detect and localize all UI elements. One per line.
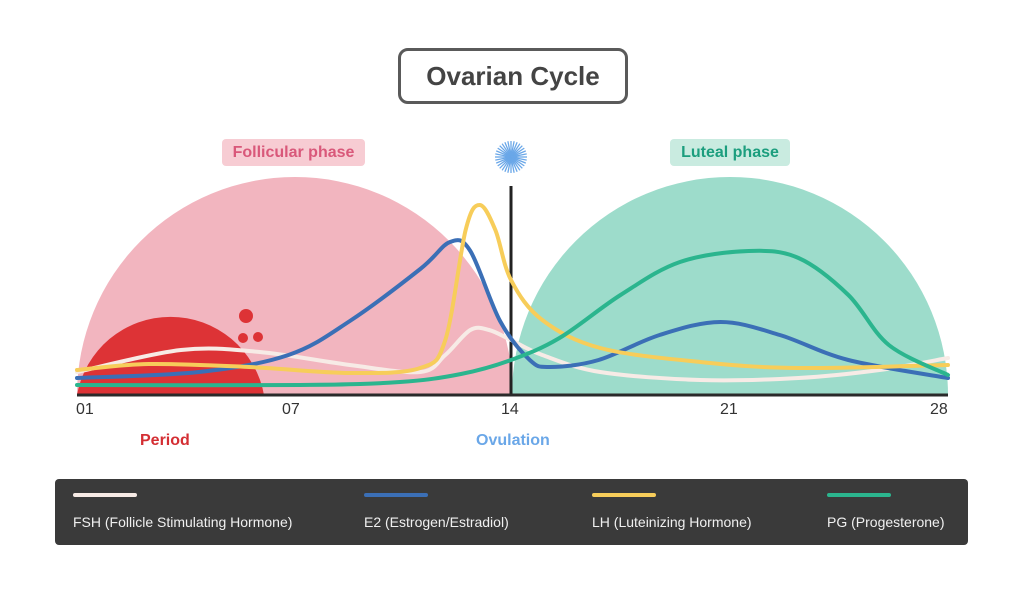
legend: FSH (Follicle Stimulating Hormone) E2 (E… — [55, 479, 968, 545]
period-label: Period — [140, 432, 190, 449]
legend-swatch — [592, 493, 656, 497]
legend-swatch — [364, 493, 428, 497]
series-line-e2 — [75, 238, 950, 380]
x-tick-label: 14 — [501, 401, 519, 418]
chart-title: Ovarian Cycle — [398, 48, 628, 104]
legend-label: FSH (Follicle Stimulating Hormone) — [73, 514, 293, 530]
x-tick-label: 28 — [930, 401, 948, 418]
follicular-phase-label: Follicular phase — [222, 139, 365, 166]
legend-swatch — [73, 493, 137, 497]
x-tick-label: 07 — [282, 401, 300, 418]
legend-label: PG (Progesterone) — [827, 514, 945, 530]
legend-label: LH (Luteinizing Hormone) — [592, 514, 752, 530]
series-line-fsh — [75, 325, 950, 383]
sun-burst-icon — [495, 141, 527, 173]
x-tick-label: 01 — [76, 401, 94, 418]
luteal-phase-dome — [512, 177, 948, 395]
ovulation-label: Ovulation — [476, 432, 550, 449]
luteal-phase-label: Luteal phase — [670, 139, 790, 166]
series-line-lh — [75, 202, 950, 376]
legend-swatch — [827, 493, 891, 497]
x-tick-label: 21 — [720, 401, 738, 418]
legend-label: E2 (Estrogen/Estradiol) — [364, 514, 509, 530]
series-line-pg — [75, 248, 950, 388]
